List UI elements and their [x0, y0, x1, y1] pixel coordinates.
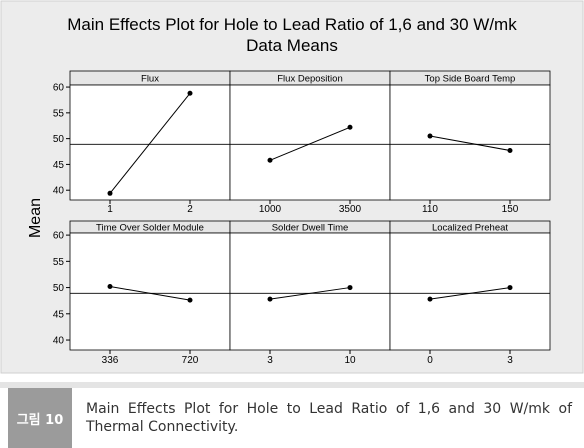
chart-title: Main Effects Plot for Hole to Lead Ratio…	[67, 15, 517, 34]
y-tick-label: 45	[53, 309, 65, 320]
x-tick-label: 10	[344, 355, 356, 366]
x-tick-label: 1	[107, 204, 113, 215]
y-tick-label: 45	[53, 160, 65, 171]
point	[107, 284, 113, 290]
point	[267, 296, 273, 302]
caption-text: Main Effects Plot for Hole to Lead Ratio…	[86, 401, 572, 435]
panel	[69, 232, 231, 351]
line	[269, 287, 351, 300]
panel-title: Localized Preheat	[432, 223, 508, 234]
y-tick-label: 50	[53, 283, 65, 294]
y-tick-label: 50	[53, 134, 65, 145]
point	[507, 285, 513, 291]
point	[187, 90, 193, 96]
line	[269, 126, 351, 161]
y-tick-label: 60	[53, 231, 65, 242]
panel-title: Time Over Solder Module	[96, 223, 204, 234]
panel	[389, 84, 551, 201]
x-tick-label: 1000	[259, 204, 282, 215]
x-tick-label: 336	[102, 355, 119, 366]
x-tick-label: 110	[422, 204, 438, 215]
point	[187, 297, 193, 303]
caption: 그림 10 Main Effects Plot for Hole to Lead…	[0, 382, 584, 448]
x-tick-label: 150	[502, 204, 519, 215]
point	[347, 285, 353, 291]
panel-title: Solder Dwell Time	[272, 223, 349, 234]
x-tick-label: 720	[182, 355, 199, 366]
y-tick-label: 55	[53, 108, 65, 119]
panel	[229, 84, 391, 201]
line	[109, 286, 191, 301]
y-tick-label: 40	[53, 186, 65, 197]
y-tick-label: 40	[53, 336, 65, 347]
caption-label: 그림 10	[8, 388, 72, 448]
line	[109, 92, 191, 194]
x-tick-label: 3	[267, 355, 273, 366]
y-tick-label: 55	[53, 257, 65, 268]
y-axis-label: Mean	[27, 198, 44, 238]
panel-title: Flux	[141, 74, 159, 85]
panel-title: Top Side Board Temp	[425, 74, 516, 85]
point	[107, 190, 113, 196]
panel-title: Flux Deposition	[277, 74, 342, 85]
point	[427, 296, 433, 302]
point	[347, 124, 353, 130]
x-tick-label: 3500	[339, 204, 362, 215]
point	[507, 147, 513, 153]
chart-subtitle: Data Means	[246, 36, 338, 55]
y-tick-label: 60	[53, 83, 65, 94]
x-tick-label: 3	[507, 355, 513, 366]
line	[429, 287, 511, 300]
line	[429, 135, 511, 151]
x-tick-label: 2	[187, 204, 193, 215]
panel	[389, 232, 551, 351]
point	[267, 157, 273, 163]
panel	[229, 232, 391, 351]
point	[427, 133, 433, 139]
x-tick-label: 0	[427, 355, 433, 366]
chart: Main Effects Plot for Hole to Lead Ratio…	[0, 0, 584, 374]
